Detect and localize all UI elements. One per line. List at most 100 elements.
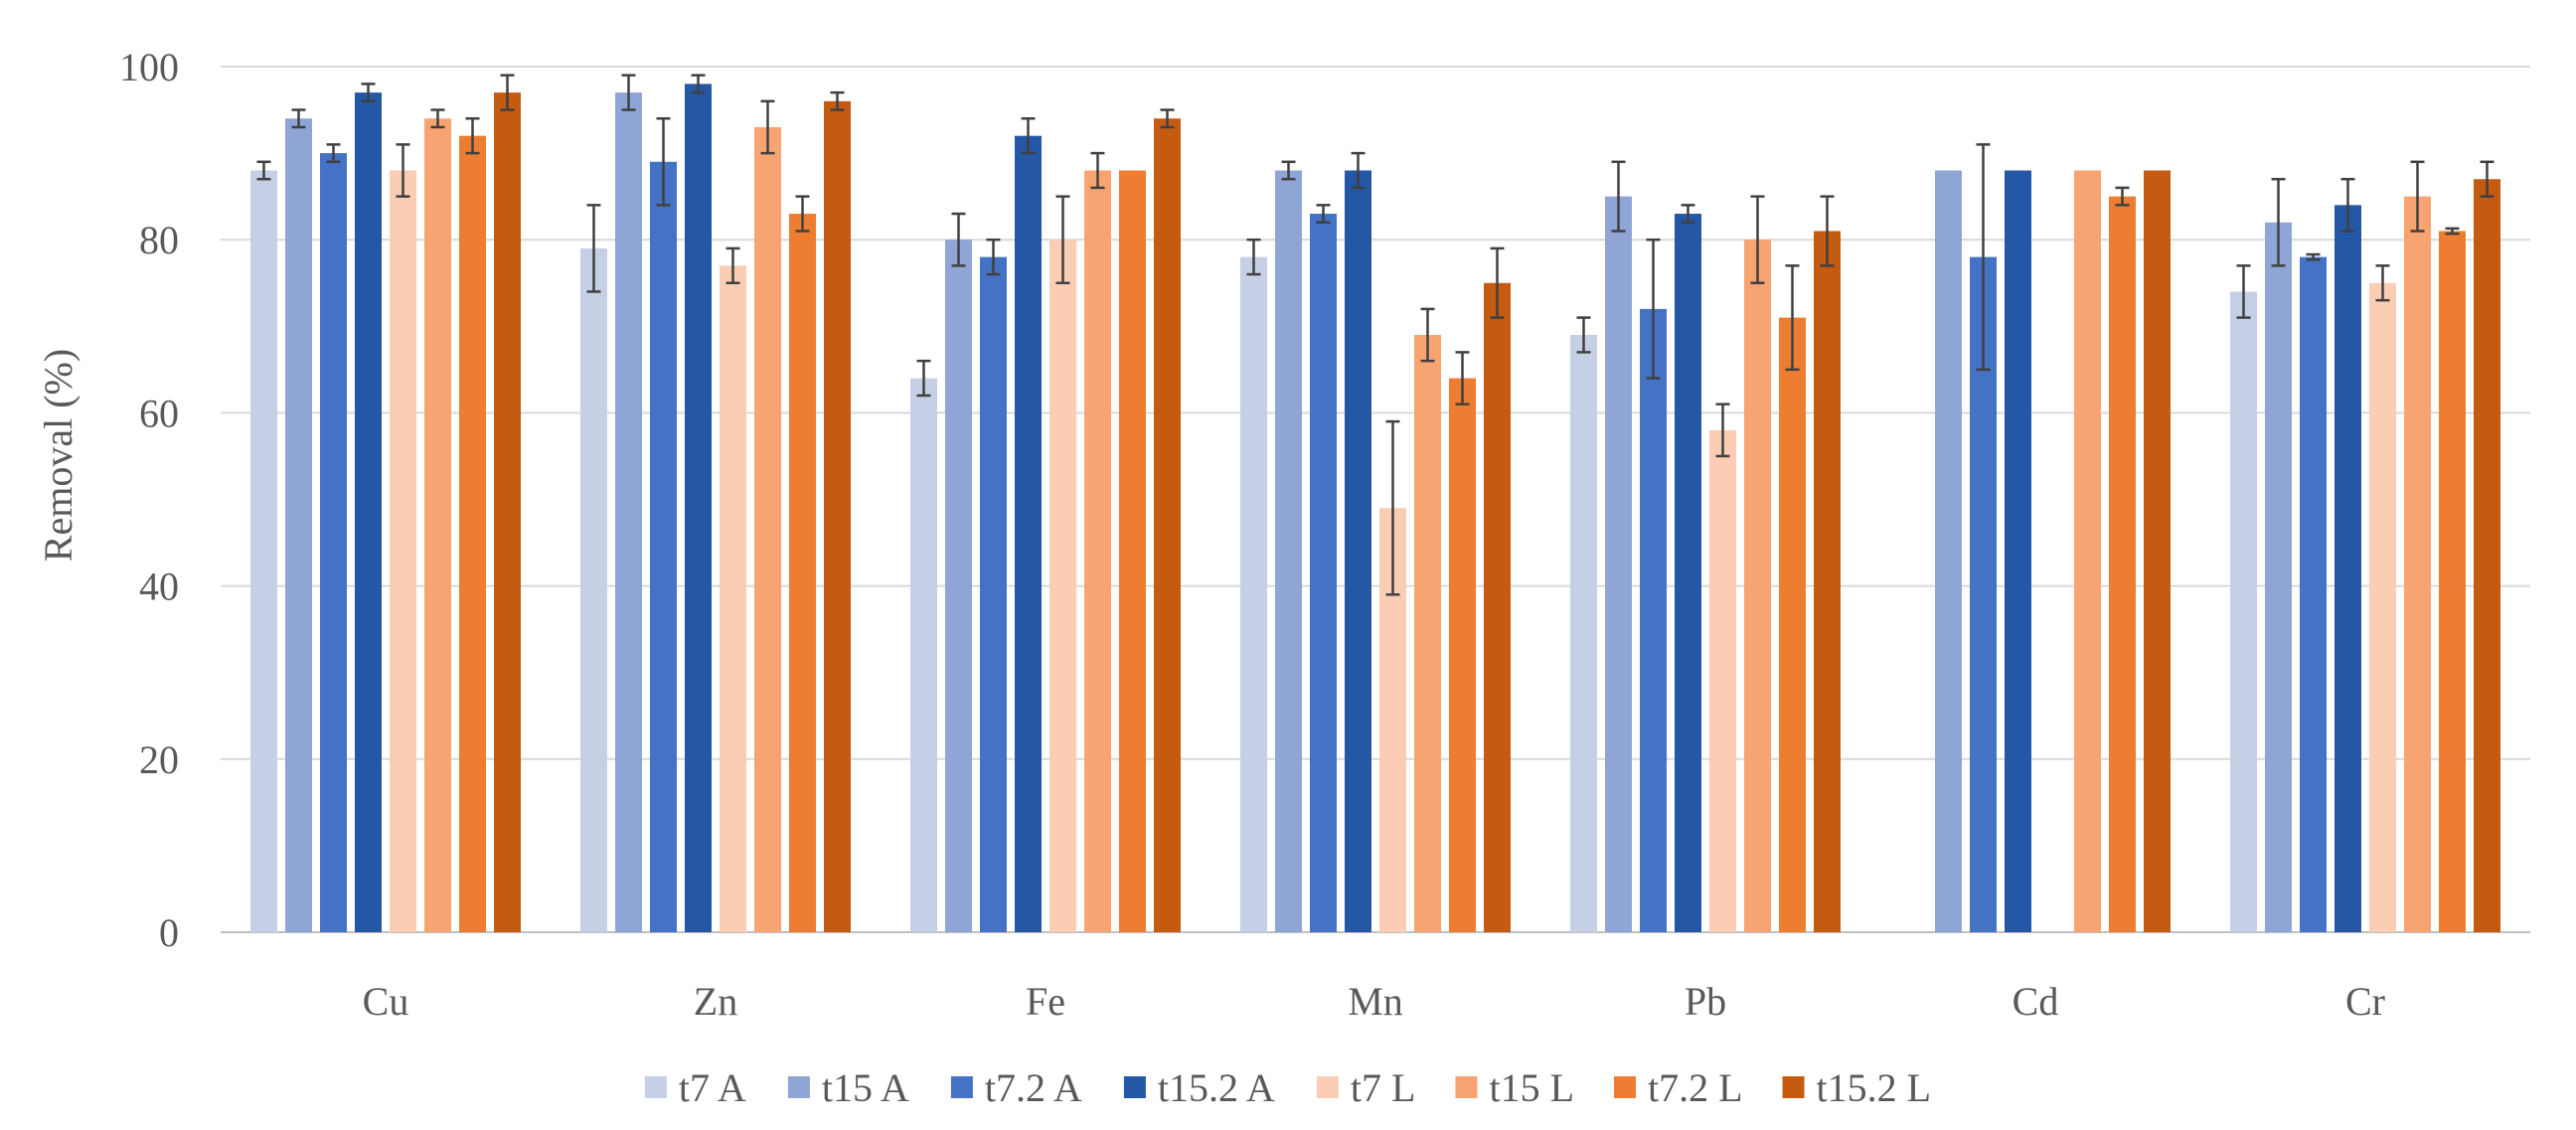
bar [2109, 196, 2136, 932]
x-category-label: Fe [1026, 979, 1065, 1024]
legend-item: t15.2 L [1782, 1065, 1931, 1110]
x-category-label: Pb [1685, 979, 1726, 1024]
error-bars [256, 74, 2495, 596]
error-bar [1750, 195, 1765, 284]
bar [980, 256, 1007, 932]
error-bar [2306, 252, 2321, 261]
legend-swatch [950, 1076, 973, 1098]
bar [1605, 196, 1632, 932]
error-bar [291, 108, 306, 129]
error-bar [916, 359, 931, 398]
bar [1275, 170, 1302, 932]
error-bar [1055, 195, 1070, 284]
legend-swatch [1614, 1076, 1636, 1098]
bar [945, 240, 972, 932]
error-bar [1160, 108, 1175, 129]
error-bar [1455, 351, 1470, 405]
error-bar [361, 82, 376, 103]
bar [1310, 214, 1337, 932]
error-bar [2410, 160, 2425, 233]
x-category-label: Zn [694, 979, 737, 1024]
error-bar [1385, 419, 1400, 596]
bar [1015, 135, 1042, 932]
error-bar [830, 90, 845, 111]
bar [720, 265, 746, 933]
error-bar [396, 143, 410, 198]
error-bar [1490, 246, 1505, 319]
legend-swatch [787, 1076, 810, 1098]
y-axis-title: Removal (%) [36, 349, 80, 562]
bar [1240, 256, 1267, 932]
error-bar [2115, 186, 2130, 207]
y-tick-label: 80 [139, 218, 179, 262]
bar [1084, 170, 1111, 932]
error-bar [2480, 160, 2495, 198]
bar [789, 214, 816, 932]
bar [1709, 429, 1736, 932]
error-bar [586, 204, 601, 293]
bar [910, 378, 937, 932]
bar [1675, 214, 1701, 932]
legend-label: t7.2 A [985, 1065, 1082, 1110]
legend-label: t15.2 A [1158, 1065, 1275, 1110]
legend-swatch [1782, 1076, 1805, 1098]
legend-swatch [1123, 1076, 1146, 1098]
bar [2369, 282, 2396, 932]
bars [250, 83, 2500, 933]
bar [2474, 179, 2500, 933]
bar [1640, 308, 1667, 932]
bar [615, 92, 642, 932]
y-tick-label: 0 [159, 910, 179, 955]
bar [2074, 170, 2101, 932]
error-bar [2271, 177, 2286, 267]
error-bar [1785, 264, 1800, 372]
bar [250, 170, 277, 932]
error-bar [951, 212, 966, 267]
bar [1744, 240, 1771, 932]
error-bar [691, 74, 706, 94]
error-bar [465, 117, 480, 155]
error-bar [1681, 204, 1695, 225]
bar [1814, 231, 1841, 933]
bar [1449, 378, 1476, 932]
error-bar [795, 195, 810, 233]
error-bar [2236, 264, 2251, 319]
error-bar [2340, 177, 2355, 233]
bar [1345, 170, 1371, 932]
legend-item: t7 L [1316, 1065, 1415, 1110]
legend-item: t15 L [1455, 1065, 1574, 1110]
legend-swatch [1455, 1076, 1478, 1098]
error-bar [1281, 160, 1296, 181]
x-category-label: Cu [363, 979, 409, 1024]
error-bar [1976, 143, 1991, 372]
x-category-label: Cr [2345, 979, 2385, 1024]
error-bar [2445, 227, 2460, 236]
error-bar [430, 108, 445, 129]
bar [1484, 282, 1511, 932]
x-category-label: Mn [1348, 979, 1403, 1024]
legend-label: t7 A [679, 1065, 746, 1110]
error-bar [1715, 403, 1730, 458]
bar [2265, 222, 2292, 932]
bar [1414, 335, 1441, 932]
x-category-labels: Cu Zn Fe Mn Pb Cd Cr [363, 979, 2385, 1024]
error-bar [725, 246, 740, 284]
bar [2144, 170, 2171, 932]
y-tick-label: 60 [139, 391, 179, 435]
legend-label: t7.2 L [1648, 1065, 1743, 1110]
bar [2334, 205, 2361, 933]
error-bar [1021, 117, 1036, 155]
bar [2404, 196, 2431, 932]
y-tick-label: 100 [119, 45, 179, 89]
x-category-label: Cd [2012, 979, 2059, 1024]
error-bar [621, 74, 636, 111]
bar [459, 135, 486, 932]
bar [580, 247, 607, 932]
error-bar [986, 238, 1001, 276]
bar [424, 118, 451, 932]
error-bar [1646, 238, 1661, 380]
error-bar [1420, 307, 1435, 363]
error-bar [256, 160, 271, 181]
error-bar [1090, 151, 1105, 190]
